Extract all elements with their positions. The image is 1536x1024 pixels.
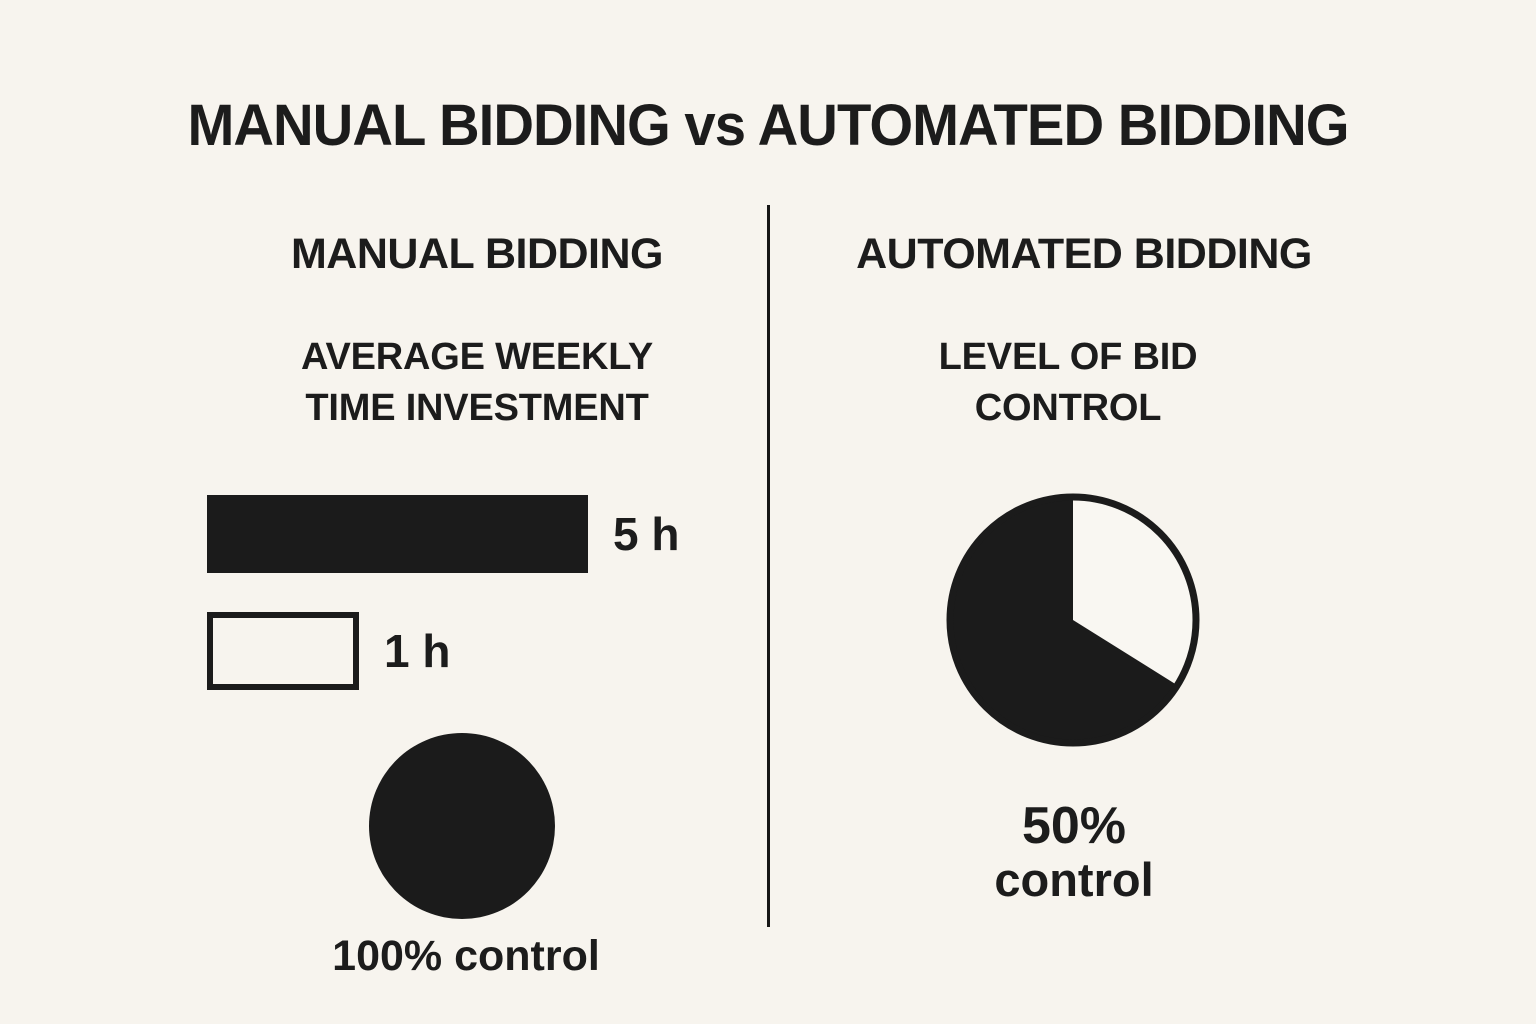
- pie-chart-svg: [946, 493, 1200, 747]
- time-investment-subtitle-line2: TIME INVESTMENT: [305, 387, 649, 429]
- manual-bidding-heading: MANUAL BIDDING: [290, 230, 664, 278]
- time-investment-subtitle: AVERAGE WEEKLY TIME INVESTMENT: [152, 332, 802, 434]
- bar-5h-filled: [207, 495, 588, 573]
- bid-control-subtitle-line2: CONTROL: [974, 387, 1162, 429]
- full-control-circle: [369, 733, 555, 919]
- automated-control-word: control: [994, 853, 1154, 906]
- bid-control-pie-chart: [945, 492, 1201, 748]
- bid-control-subtitle: LEVEL OF BID CONTROL: [743, 332, 1393, 434]
- bid-control-subtitle-line1: LEVEL OF BID: [938, 336, 1198, 378]
- bar-1h-label: 1 h: [384, 625, 451, 677]
- automated-percent-value: 50%: [1021, 797, 1127, 855]
- automated-bidding-heading: AUTOMATED BIDDING: [856, 230, 1312, 278]
- automated-control-label: 50% control: [774, 798, 1374, 906]
- bar-1h-outlined: [207, 612, 359, 690]
- manual-control-label: 100% control: [332, 932, 600, 980]
- page-title: MANUAL BIDDING vs AUTOMATED BIDDING: [187, 93, 1349, 158]
- pie-slice-empty: [1073, 497, 1197, 686]
- column-divider-line: [767, 205, 770, 927]
- pie-outline-ring: [946, 493, 1200, 747]
- bar-5h-label: 5 h: [613, 508, 680, 560]
- time-investment-subtitle-line1: AVERAGE WEEKLY: [301, 336, 653, 378]
